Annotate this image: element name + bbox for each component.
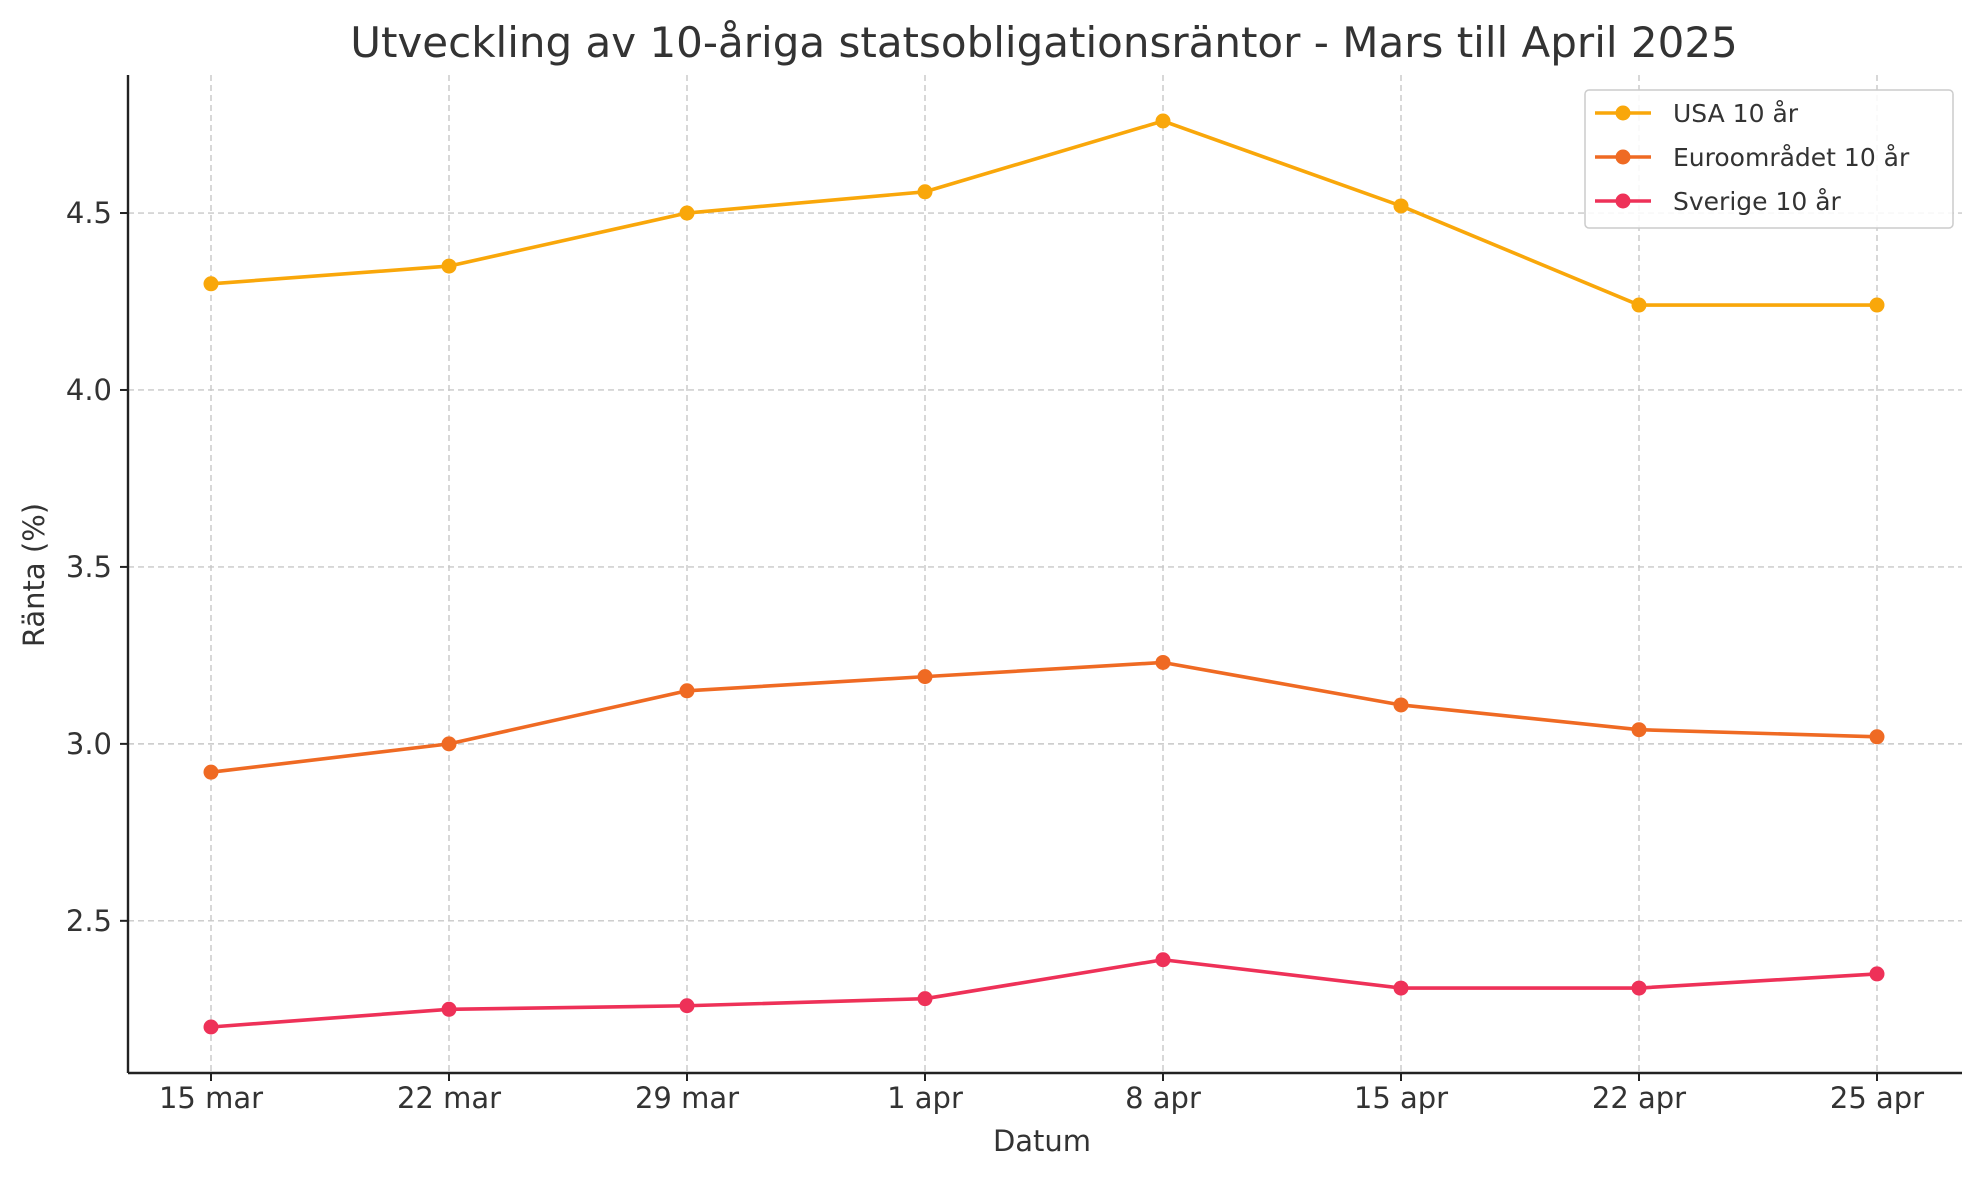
- data-point: [1631, 722, 1647, 738]
- x-tick-label: 22 mar: [397, 1081, 501, 1115]
- data-point: [441, 736, 457, 752]
- y-axis-title: Ränta (%): [17, 503, 51, 647]
- y-tick-label: 3.0: [66, 727, 112, 761]
- data-point: [1631, 980, 1647, 996]
- y-tick-label: 4.0: [66, 373, 112, 407]
- x-tick-label: 15 apr: [1354, 1081, 1448, 1115]
- data-point: [1155, 654, 1171, 670]
- x-tick-label: 29 mar: [635, 1081, 739, 1115]
- series-line: [210, 660, 1878, 774]
- y-ticks: 2.5 3.0 3.5 4.0 4.5: [66, 196, 128, 938]
- legend-swatch-marker: [1615, 105, 1631, 121]
- x-axis-title: Datum: [993, 1124, 1091, 1158]
- legend-swatch-marker: [1615, 149, 1631, 165]
- grid: [128, 75, 1962, 1073]
- series-3: [203, 952, 1885, 1035]
- series-1: [203, 113, 1885, 313]
- data-point: [441, 1001, 457, 1017]
- data-point: [441, 258, 457, 274]
- legend-swatch-marker: [1615, 193, 1631, 209]
- series-2: [203, 654, 1885, 780]
- data-point: [1869, 966, 1885, 982]
- data-point: [917, 991, 933, 1007]
- x-tick-label: 15 mar: [159, 1081, 263, 1115]
- data-point: [917, 669, 933, 685]
- y-tick-label: 4.5: [66, 196, 112, 230]
- data-point: [203, 276, 219, 292]
- data-point: [203, 1019, 219, 1035]
- data-point: [1393, 980, 1409, 996]
- x-ticks: 15 mar 22 mar 29 mar 1 apr 8 apr 15 apr 22 apr…: [159, 1073, 1924, 1115]
- legend-label: Sverige 10 år: [1673, 187, 1842, 216]
- x-tick-label: 8 apr: [1125, 1081, 1201, 1115]
- legend-item: Euroområdet 10 år: [1595, 143, 1910, 172]
- chart-title: Utveckling av 10-åriga statsobligationsr…: [350, 18, 1738, 67]
- data-point: [917, 184, 933, 200]
- y-tick-label: 3.5: [66, 550, 112, 584]
- axes: [126, 75, 1962, 1075]
- x-tick-label: 25 apr: [1830, 1081, 1924, 1115]
- legend: USA 10 år Euroområdet 10 år Sverige 10 år: [1584, 89, 1954, 229]
- x-tick-label: 22 apr: [1592, 1081, 1686, 1115]
- legend-item: USA 10 år: [1595, 99, 1799, 128]
- data-point: [1869, 729, 1885, 745]
- data-point: [1393, 198, 1409, 214]
- data-point: [679, 998, 695, 1014]
- legend-label: Euroområdet 10 år: [1673, 143, 1910, 172]
- series-layer: [203, 113, 1885, 1035]
- data-point: [1869, 297, 1885, 313]
- series-line: [210, 957, 1878, 1029]
- data-point: [679, 683, 695, 699]
- x-tick-label: 1 apr: [887, 1081, 963, 1115]
- legend-box: [1584, 89, 1954, 229]
- y-tick-label: 2.5: [66, 904, 112, 938]
- data-point: [1631, 297, 1647, 313]
- series-line: [210, 119, 1877, 307]
- data-point: [203, 764, 219, 780]
- data-point: [679, 205, 695, 221]
- data-point: [1155, 113, 1171, 129]
- data-point: [1155, 952, 1171, 968]
- legend-label: USA 10 år: [1673, 99, 1799, 128]
- legend-item: Sverige 10 år: [1595, 187, 1842, 216]
- data-point: [1393, 697, 1409, 713]
